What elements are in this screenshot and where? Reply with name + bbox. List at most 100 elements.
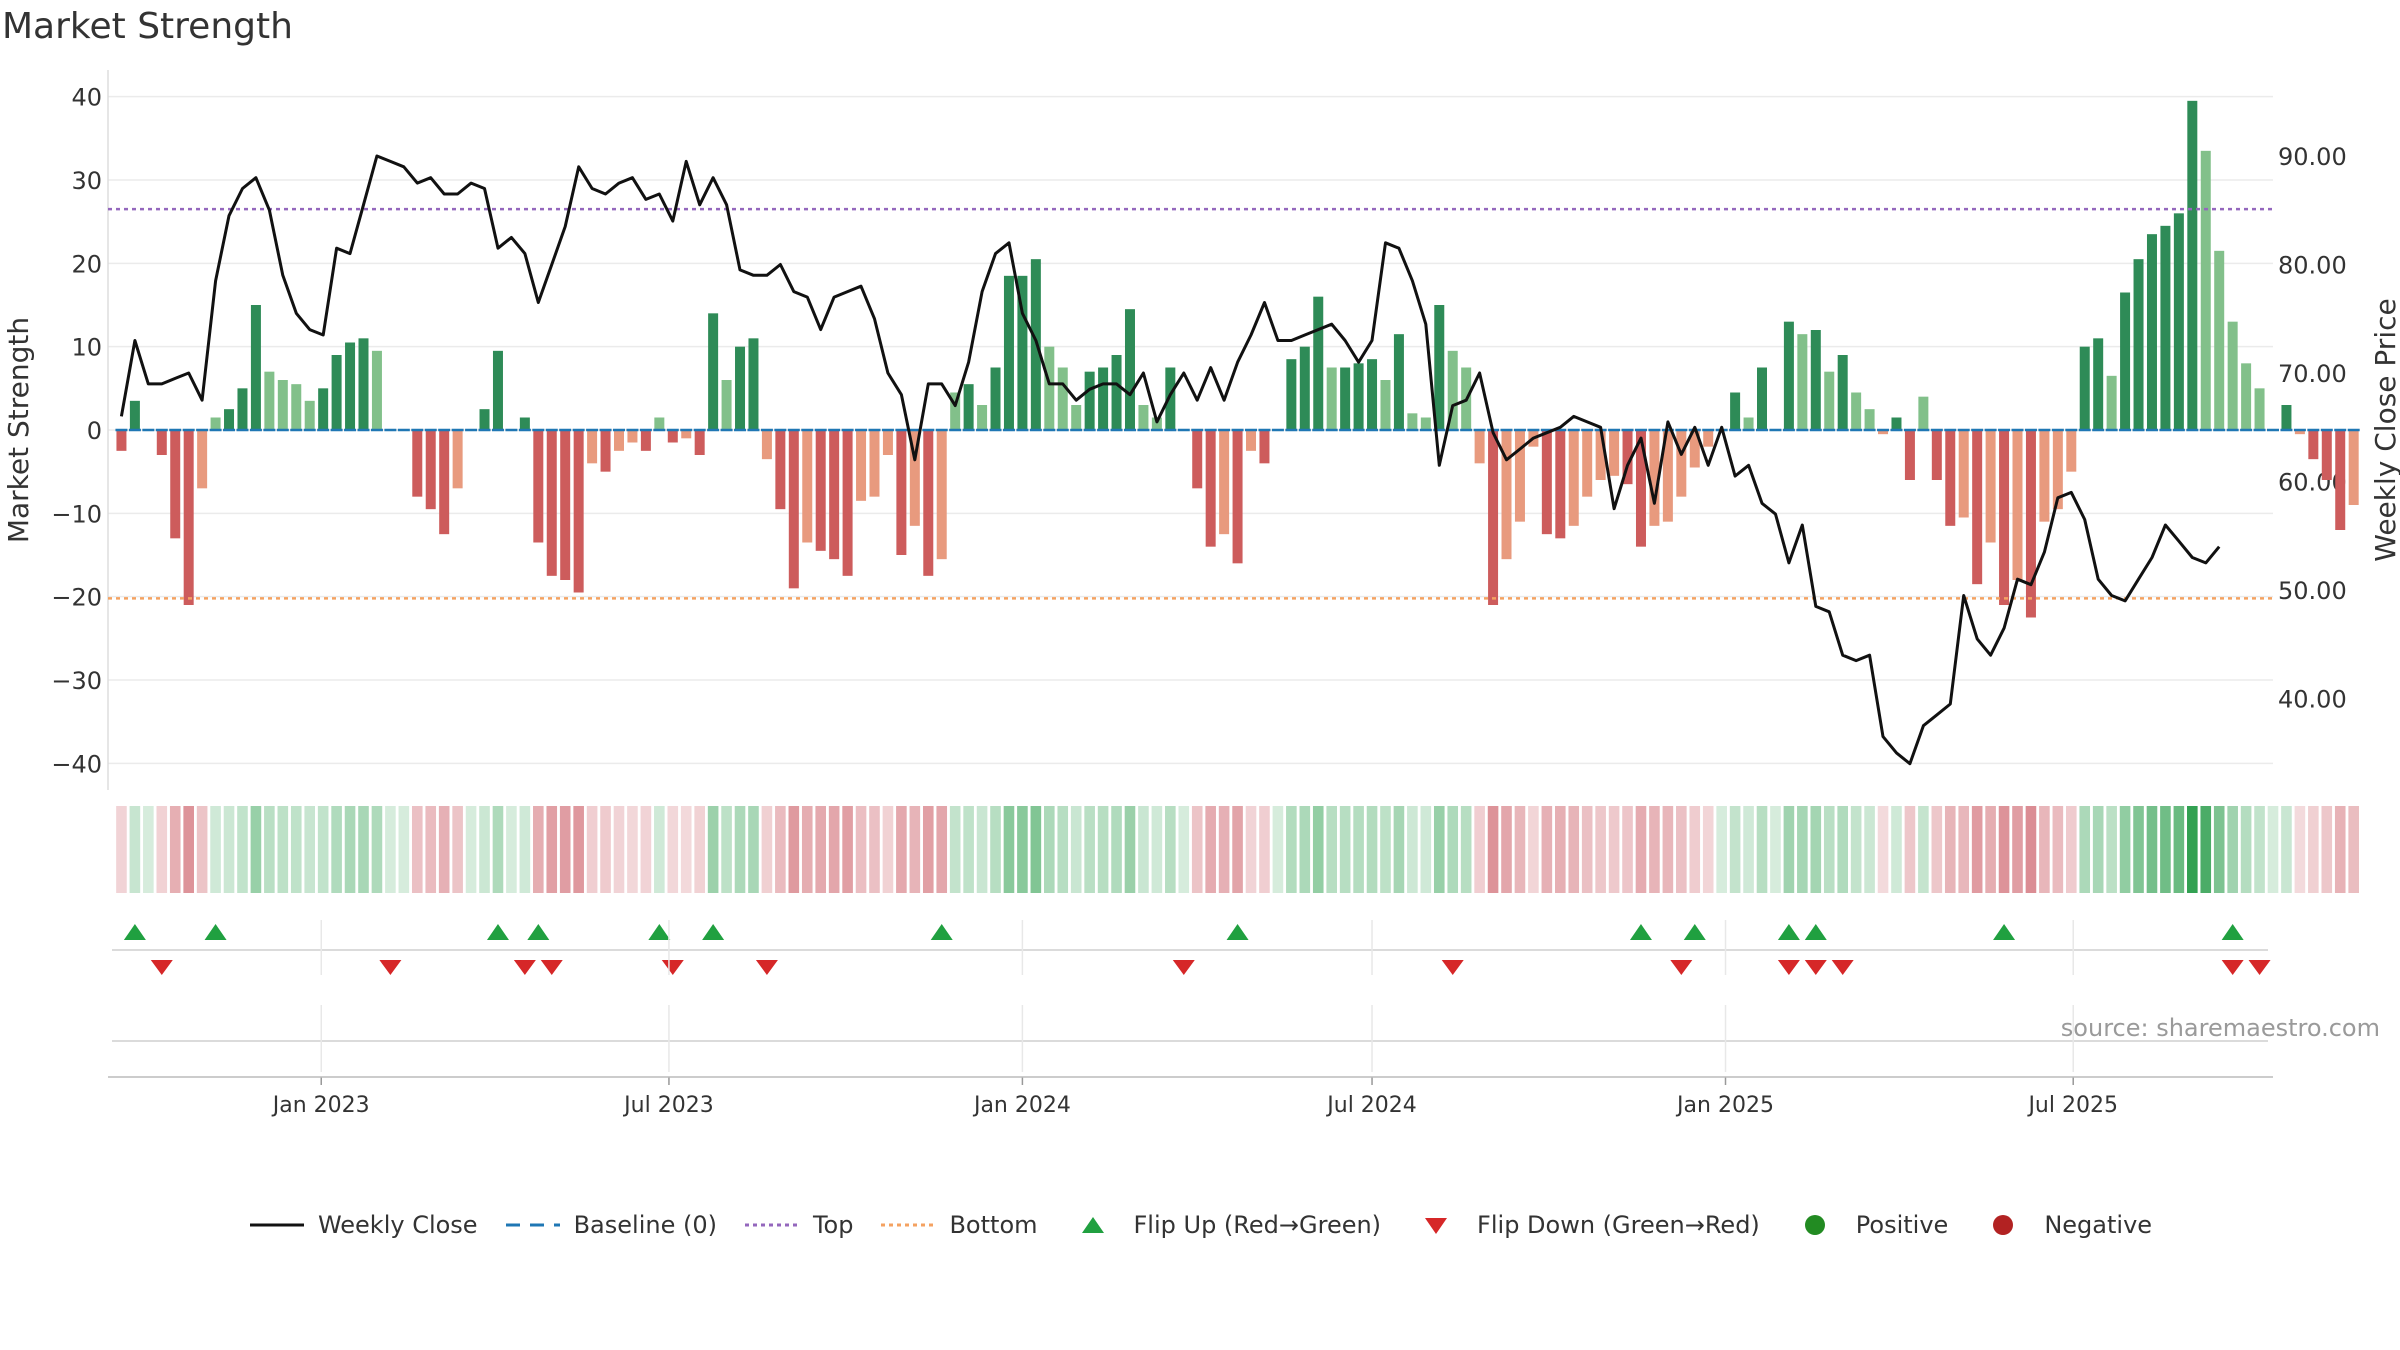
strength-bar xyxy=(546,430,557,576)
strength-bar xyxy=(721,380,732,430)
strength-bar xyxy=(1017,275,1028,430)
heat-cell xyxy=(748,806,759,893)
y-tick-label: 30 xyxy=(71,167,102,195)
heat-cell xyxy=(1837,806,1848,893)
strength-bar xyxy=(1447,350,1458,430)
line-solid-icon xyxy=(248,1215,306,1235)
strength-bar xyxy=(1851,392,1862,430)
strength-bar xyxy=(250,305,261,430)
flip-up-marker xyxy=(648,924,671,940)
heat-cell xyxy=(2065,806,2077,893)
heat-cell xyxy=(586,806,598,893)
heat-cell xyxy=(1124,806,1136,893)
heat-cell xyxy=(1622,806,1633,893)
heat-cell xyxy=(479,806,490,893)
strength-bar xyxy=(1151,417,1162,430)
strength-bar xyxy=(990,367,1001,430)
strength-bar xyxy=(1488,430,1499,605)
heat-cell xyxy=(2133,806,2144,893)
strength-bar xyxy=(1743,417,1754,430)
heat-cell xyxy=(2187,806,2198,893)
flip-down-marker xyxy=(513,960,536,975)
strength-bar xyxy=(1192,430,1203,489)
strength-bar xyxy=(1474,430,1485,464)
heat-cell xyxy=(546,806,558,893)
strength-bar xyxy=(1098,367,1109,430)
strength-bar xyxy=(667,430,678,443)
strength-bar xyxy=(1071,405,1082,430)
heat-cell xyxy=(1272,806,1284,893)
heat-cell xyxy=(694,806,705,893)
flip-up-marker xyxy=(527,924,550,940)
legend-item-negative: Negative xyxy=(1974,1211,2152,1239)
strength-bar xyxy=(788,430,799,589)
heat-cell xyxy=(1904,806,1916,893)
strength-bar xyxy=(681,430,692,439)
y2-tick-label: 90.00 xyxy=(2278,143,2347,171)
strength-bar xyxy=(1205,430,1216,547)
heat-cell xyxy=(1407,806,1418,893)
strength-bar xyxy=(2294,430,2305,435)
line-dotted-icon xyxy=(879,1215,937,1235)
heat-cell xyxy=(1057,806,1069,893)
y2-tick-label: 70.00 xyxy=(2278,360,2347,388)
legend-label: Weekly Close xyxy=(317,1211,478,1239)
heat-cell xyxy=(1595,806,1606,893)
heat-cell xyxy=(411,806,423,893)
strength-bar xyxy=(1595,430,1606,480)
strength-bar xyxy=(1420,417,1431,430)
heat-cell xyxy=(963,806,974,893)
heat-cell xyxy=(1070,806,1082,893)
heat-cell xyxy=(2039,806,2050,893)
heat-cell xyxy=(896,806,907,893)
strength-bar xyxy=(1259,430,1270,464)
heat-cell xyxy=(398,806,410,893)
strength-bar xyxy=(923,430,934,576)
heat-cell xyxy=(640,806,652,893)
strength-bar xyxy=(815,430,826,551)
strength-bar xyxy=(1326,367,1337,430)
strength-bar xyxy=(1165,367,1176,430)
flip-up-marker xyxy=(930,924,953,940)
strength-bar xyxy=(1757,367,1768,430)
strength-bar xyxy=(640,430,651,451)
heat-cell xyxy=(506,806,517,893)
strength-bar xyxy=(802,430,813,543)
heat-cell xyxy=(2294,806,2306,893)
strength-bar xyxy=(1918,396,1929,430)
heat-cell xyxy=(2240,806,2252,893)
strength-bar xyxy=(224,409,235,430)
heat-cell xyxy=(1205,806,1216,893)
strength-bar xyxy=(2241,363,2252,430)
strength-bar xyxy=(1649,430,1660,526)
heat-cell xyxy=(438,806,450,893)
strength-bar xyxy=(1582,430,1593,497)
strength-bar xyxy=(1945,430,1956,526)
strength-bar xyxy=(2173,213,2184,430)
legend-label: Negative xyxy=(2044,1211,2153,1239)
strength-bar xyxy=(977,405,988,430)
heat-cell xyxy=(1998,806,2010,893)
heat-cell xyxy=(882,806,894,893)
strength-bar xyxy=(237,388,248,430)
strength-bar xyxy=(291,384,302,430)
strength-bar xyxy=(1407,413,1418,430)
flip-down-marker xyxy=(1441,960,1464,975)
strength-bar xyxy=(277,380,288,430)
heat-cell xyxy=(2321,806,2333,893)
heat-cell xyxy=(1608,806,1620,893)
strength-bar xyxy=(1999,430,2010,605)
heat-cell xyxy=(304,806,316,893)
heat-cell xyxy=(129,806,141,893)
strength-bar xyxy=(129,400,140,430)
axes: 403020100−10−20−30−4090.0080.0070.0060.0… xyxy=(51,70,2347,790)
heat-cell xyxy=(533,806,544,893)
strength-bar xyxy=(2308,430,2319,460)
heat-cell xyxy=(1864,806,1875,893)
triangle-up-icon xyxy=(1064,1215,1122,1235)
heat-cell xyxy=(1447,806,1459,893)
legend-item-top: Top xyxy=(743,1211,853,1239)
strength-bar xyxy=(735,346,746,430)
heat-cell xyxy=(801,806,813,893)
strength-bar xyxy=(1609,430,1620,476)
